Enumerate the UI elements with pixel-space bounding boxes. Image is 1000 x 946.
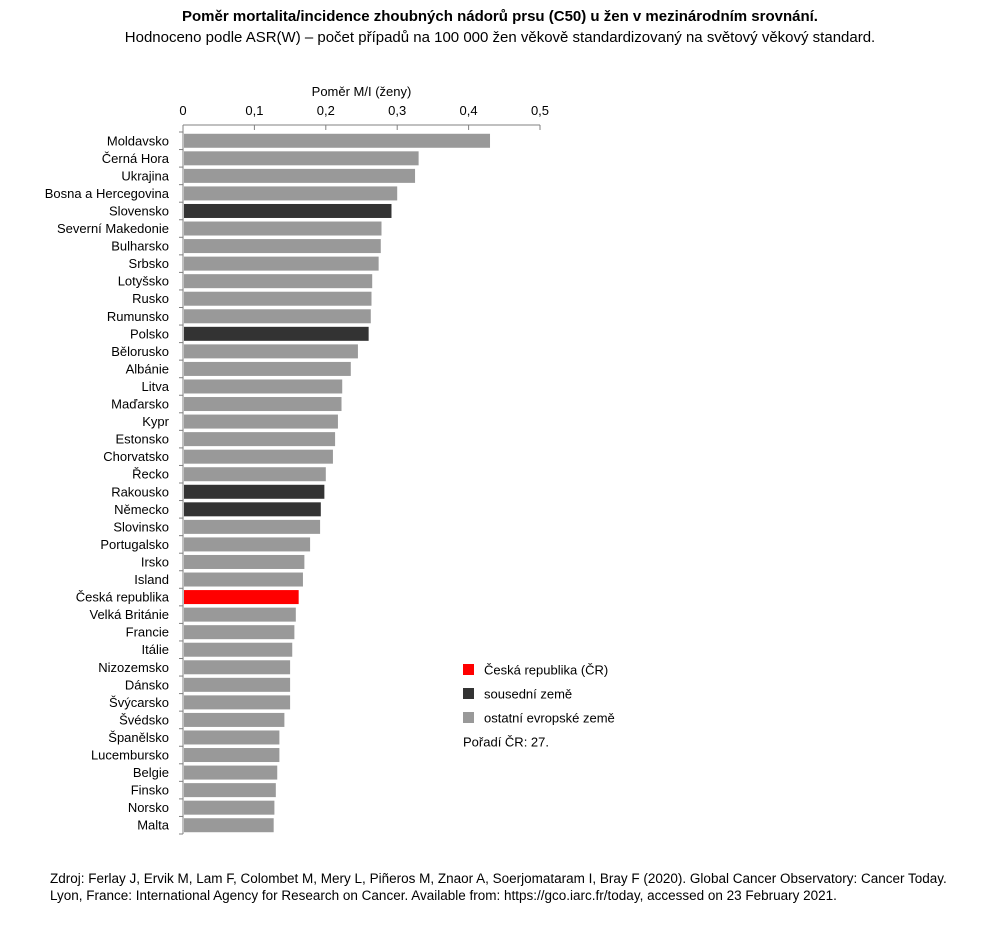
bar <box>184 397 342 412</box>
category-label: Francie <box>126 625 169 640</box>
legend-label: sousední země <box>484 687 572 702</box>
category-label: Litva <box>142 379 170 394</box>
bar <box>184 537 311 552</box>
legend-swatch <box>463 688 474 699</box>
category-label: Rusko <box>132 291 169 306</box>
category-label: Polsko <box>130 326 169 341</box>
category-label: Maďarsko <box>111 397 169 412</box>
category-label: Lucembursko <box>91 748 169 763</box>
category-label: Dánsko <box>125 677 169 692</box>
x-tick-label: 0,5 <box>531 103 549 118</box>
category-label: Estonsko <box>116 432 169 447</box>
bar <box>184 168 416 183</box>
bar <box>184 818 274 833</box>
bar <box>184 344 358 359</box>
category-label: Norsko <box>128 800 169 815</box>
bar <box>184 361 351 376</box>
category-label: Belgie <box>133 765 169 780</box>
category-label: Švýcarsko <box>109 695 169 710</box>
legend-swatch <box>463 664 474 675</box>
bar <box>184 783 276 798</box>
bar <box>184 467 326 482</box>
x-tick-label: 0 <box>179 103 186 118</box>
category-label: Lotyšsko <box>118 274 169 289</box>
category-label: Černá Hora <box>102 151 170 166</box>
category-label: Česká republika <box>76 590 170 605</box>
bar <box>184 221 382 236</box>
bar <box>184 484 325 499</box>
bar <box>184 414 338 429</box>
category-label: Řecko <box>132 467 169 482</box>
category-label: Portugalsko <box>100 537 169 552</box>
x-tick-label: 0,4 <box>460 103 478 118</box>
legend-label: ostatní evropské země <box>484 711 615 726</box>
bar <box>184 291 372 306</box>
source-note: Zdroj: Ferlay J, Ervik M, Lam F, Colombe… <box>50 871 947 903</box>
category-label: Bělorusko <box>111 344 169 359</box>
bar <box>184 554 305 569</box>
category-label: Malta <box>137 818 170 833</box>
category-label: Moldavsko <box>107 133 169 148</box>
chart-subtitle: Hodnoceno podle ASR(W) – počet případů n… <box>124 29 876 46</box>
category-label: Slovensko <box>109 203 169 218</box>
category-label: Velká Británie <box>90 607 170 622</box>
chart-title: Poměr mortalita/incidence zhoubných nádo… <box>182 8 818 25</box>
bar <box>184 590 299 605</box>
bar <box>184 765 278 780</box>
category-label: Irsko <box>141 554 169 569</box>
legend-note: Pořadí ČR: 27. <box>463 735 549 750</box>
bar <box>184 748 280 763</box>
bar <box>184 432 336 447</box>
category-label: Španělsko <box>108 730 169 745</box>
bar-chart: Poměr M/I (ženy) 0 0,1 0,2 0,3 0,4 0,5 Moldavsk… <box>45 84 615 835</box>
bar <box>184 519 321 534</box>
bar <box>184 677 291 692</box>
category-label: Bulharsko <box>111 239 169 254</box>
category-label: Ukrajina <box>121 168 169 183</box>
bar <box>184 625 295 640</box>
category-label: Chorvatsko <box>103 449 169 464</box>
bar <box>184 326 369 341</box>
bar <box>184 239 381 254</box>
bar <box>184 800 275 815</box>
bar <box>184 151 419 166</box>
bar <box>184 203 392 218</box>
bar <box>184 712 285 727</box>
bar <box>184 379 343 394</box>
bar <box>184 660 291 675</box>
bar <box>184 695 291 710</box>
category-label: Rakousko <box>111 484 169 499</box>
category-label: Bosna a Hercegovina <box>45 186 170 201</box>
bar <box>184 572 303 587</box>
x-tick-label: 0,2 <box>317 103 335 118</box>
bar <box>184 607 296 622</box>
bar <box>184 730 280 745</box>
bar <box>184 642 293 657</box>
category-label: Severní Makedonie <box>57 221 169 236</box>
category-label: Švédsko <box>119 712 169 727</box>
bar <box>184 274 373 289</box>
bar <box>184 133 491 148</box>
category-label: Slovinsko <box>113 519 169 534</box>
category-label: Finsko <box>131 783 169 798</box>
x-tick-label: 0,1 <box>245 103 263 118</box>
legend-swatch <box>463 712 474 723</box>
legend-label: Česká republika (ČR) <box>484 663 608 678</box>
category-label: Rumunsko <box>107 309 169 324</box>
category-label: Island <box>134 572 169 587</box>
category-label: Nizozemsko <box>98 660 169 675</box>
bar <box>184 449 333 464</box>
bar <box>184 502 321 517</box>
category-label: Albánie <box>126 361 169 376</box>
category-label: Itálie <box>142 642 169 657</box>
bar <box>184 309 371 324</box>
category-label: Srbsko <box>129 256 169 271</box>
category-label: Německo <box>114 502 169 517</box>
x-tick-label: 0,3 <box>388 103 406 118</box>
bar <box>184 186 398 201</box>
category-label: Kypr <box>142 414 169 429</box>
x-axis-title: Poměr M/I (ženy) <box>312 84 412 99</box>
bar <box>184 256 379 271</box>
